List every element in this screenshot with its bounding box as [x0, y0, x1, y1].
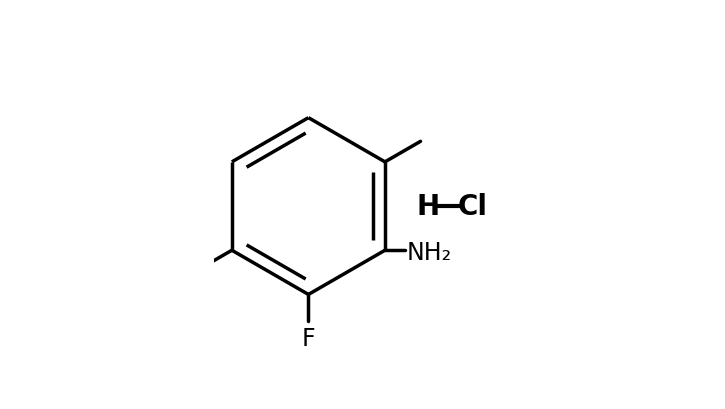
Text: H: H — [417, 193, 440, 220]
Text: F: F — [302, 326, 315, 350]
Text: NH₂: NH₂ — [407, 240, 452, 264]
Text: Cl: Cl — [457, 193, 488, 220]
